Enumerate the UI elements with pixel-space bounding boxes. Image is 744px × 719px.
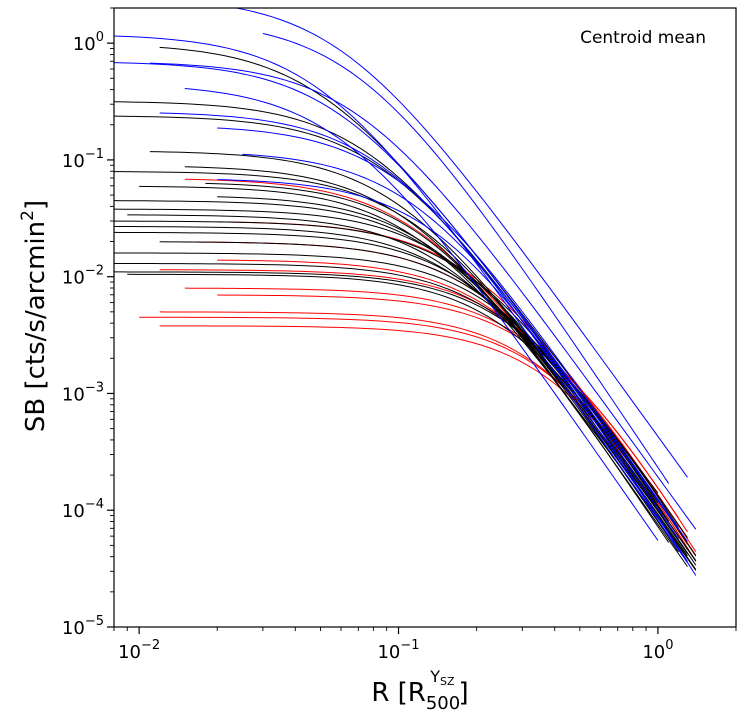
profile-line-black-7 [114, 208, 697, 566]
profile-line-blue-4 [149, 62, 697, 530]
profile-line-black-18 [217, 196, 697, 570]
profile-line-black-14 [114, 262, 688, 538]
profile-line-blue-6 [159, 112, 688, 562]
axis-tick-labels: 10−2 10−1 100 10−5 10−4 10−3 10−2 10−1 100 [62, 30, 674, 663]
y-axis-label-sup: 2 [18, 210, 38, 221]
profile-line-blue-8 [242, 153, 679, 540]
profile-line-blue-2 [114, 62, 679, 530]
profile-curves [114, 8, 697, 576]
y-tick-label-4: 10−1 [62, 147, 104, 172]
profile-line-black-19 [205, 182, 670, 543]
y-axis-label: SB [cts/s/arcmin2] [18, 200, 51, 432]
x-axis-label-sub: 500 [426, 693, 460, 714]
y-tick-label-2: 10−3 [62, 380, 104, 405]
profile-line-blue-7 [217, 127, 688, 542]
x-axis-label-supsub: SZ [440, 675, 455, 688]
y-tick-label-0: 10−5 [62, 614, 104, 639]
profile-line-black-3 [149, 151, 679, 540]
plot-frame [113, 7, 737, 628]
x-axis-label-sup: Y [429, 667, 440, 686]
y-tick-label-3: 10−2 [62, 264, 104, 289]
axis-ticks [107, 7, 737, 634]
x-tick-label-2: 100 [642, 638, 673, 663]
profile-line-black-6 [114, 200, 679, 553]
x-tick-label-1: 10−1 [377, 638, 419, 663]
annotation-text: Centroid mean [580, 28, 706, 48]
profile-line-blue-1 [233, 8, 688, 478]
profile-line-blue-9 [217, 179, 697, 576]
profile-line-blue-5 [184, 88, 659, 541]
profile-line-red-6 [217, 294, 688, 533]
x-tick-label-0: 10−2 [118, 638, 160, 663]
y-tick-label-1: 10−4 [62, 497, 104, 522]
profile-line-blue-3 [262, 33, 670, 484]
profile-line-red-4 [159, 269, 697, 553]
y-tick-label-5: 100 [73, 30, 104, 55]
profile-line-black-15 [114, 271, 679, 528]
profile-line-black-11 [114, 231, 688, 550]
x-axis-label: R [R500YSZ] [371, 667, 468, 714]
